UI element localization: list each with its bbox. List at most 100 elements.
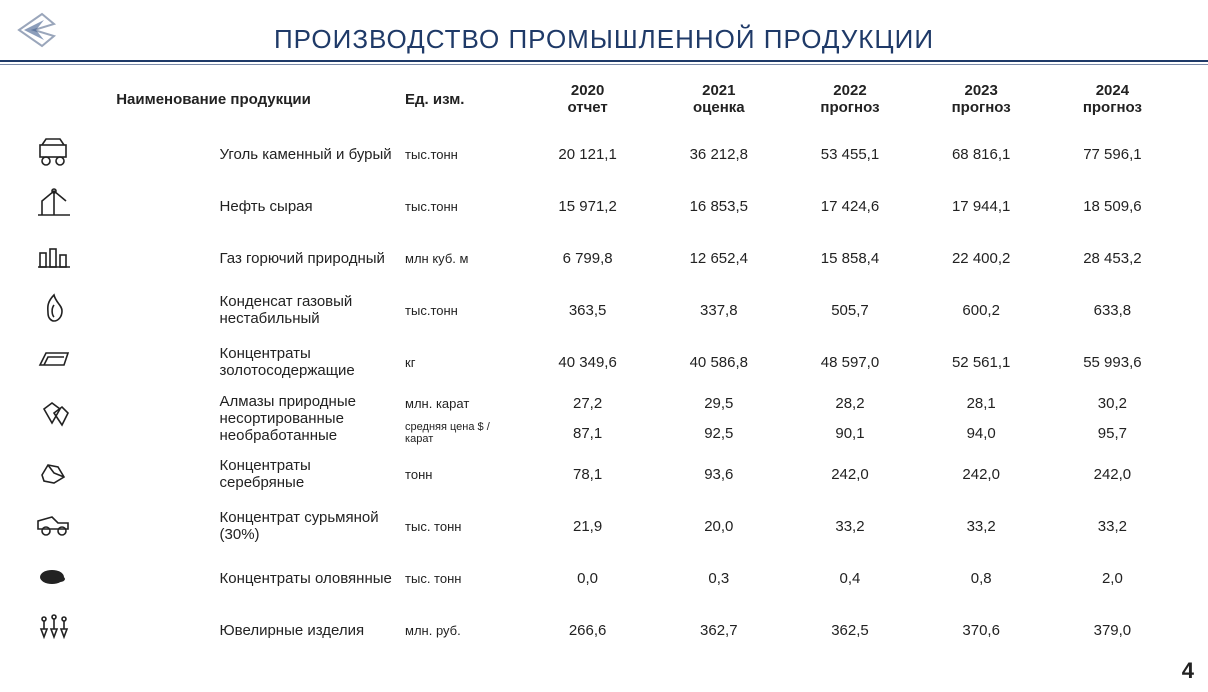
value-cell: 29,5 <box>653 388 784 418</box>
value-cell: 12 652,4 <box>653 232 784 284</box>
table-row: Концентраты серебряныетонн78,193,6242,02… <box>28 448 1178 500</box>
value-cell: 33,2 <box>1047 500 1178 552</box>
value-cell: 20,0 <box>653 500 784 552</box>
logo <box>14 8 70 52</box>
value-cell: 33,2 <box>784 500 915 552</box>
value-cell: 28,1 <box>916 388 1047 418</box>
unit: тыс. тонн <box>399 500 522 552</box>
value-cell: 18 509,6 <box>1047 180 1178 232</box>
value-cell: 2,0 <box>1047 552 1178 604</box>
header-2021: 2021оценка <box>653 78 784 128</box>
unit: тыс.тонн <box>399 128 522 180</box>
row-icon-cell <box>28 180 214 232</box>
value-cell: 33,2 <box>916 500 1047 552</box>
row-icon-cell <box>28 552 214 604</box>
header-name: Наименование продукции <box>28 78 399 128</box>
value-cell: 16 853,5 <box>653 180 784 232</box>
value-cell: 48 597,0 <box>784 336 915 388</box>
table-row: Концентраты золотосодержащиекг40 349,640… <box>28 336 1178 388</box>
value-cell: 17 424,6 <box>784 180 915 232</box>
product-name: Концентраты золотосодержащие <box>214 336 400 388</box>
value-cell: 363,5 <box>522 284 653 336</box>
value-cell: 266,6 <box>522 604 653 656</box>
row-icon-cell <box>28 128 214 180</box>
title-rule-top <box>0 60 1208 62</box>
unit: млн. карат <box>399 388 522 418</box>
row-icon-cell <box>28 232 214 284</box>
value-cell: 0,4 <box>784 552 915 604</box>
value-cell: 379,0 <box>1047 604 1178 656</box>
row-icon-cell <box>28 284 214 336</box>
unit: млн. руб. <box>399 604 522 656</box>
gas-plant-icon <box>34 260 74 277</box>
value-cell: 362,5 <box>784 604 915 656</box>
unit: кг <box>399 336 522 388</box>
value-cell: 90,1 <box>784 418 915 448</box>
value-cell: 6 799,8 <box>522 232 653 284</box>
value-cell: 0,3 <box>653 552 784 604</box>
product-name: Нефть сырая <box>214 180 400 232</box>
diamonds-icon <box>34 420 74 437</box>
value-cell: 242,0 <box>916 448 1047 500</box>
value-cell: 92,5 <box>653 418 784 448</box>
table-row: Нефть сыраятыс.тонн15 971,216 853,517 42… <box>28 180 1178 232</box>
table-row: Конденсат газовый нестабильныйтыс.тонн36… <box>28 284 1178 336</box>
header-unit: Ед. изм. <box>399 78 522 128</box>
row-icon-cell <box>28 388 214 448</box>
table-row: Газ горючий природныймлн куб. м6 799,812… <box>28 232 1178 284</box>
product-name: Уголь каменный и бурый <box>214 128 400 180</box>
product-name: Концентраты серебряные <box>214 448 400 500</box>
product-name: Концентрат сурьмяной (30%) <box>214 500 400 552</box>
table-row: Алмазы природные несортированные необраб… <box>28 388 1178 418</box>
value-cell: 52 561,1 <box>916 336 1047 388</box>
value-cell: 95,7 <box>1047 418 1178 448</box>
value-cell: 28 453,2 <box>1047 232 1178 284</box>
title-rule-bottom <box>0 64 1208 65</box>
value-cell: 30,2 <box>1047 388 1178 418</box>
value-cell: 87,1 <box>522 418 653 448</box>
header-2020: 2020отчет <box>522 78 653 128</box>
value-cell: 40 586,8 <box>653 336 784 388</box>
value-cell: 78,1 <box>522 448 653 500</box>
value-cell: 27,2 <box>522 388 653 418</box>
product-name: Газ горючий природный <box>214 232 400 284</box>
value-cell: 370,6 <box>916 604 1047 656</box>
row-icon-cell <box>28 500 214 552</box>
row-icon-cell <box>28 448 214 500</box>
value-cell: 21,9 <box>522 500 653 552</box>
table-row: Концентрат сурьмяной (30%)тыс. тонн21,92… <box>28 500 1178 552</box>
unit: тыс. тонн <box>399 552 522 604</box>
value-cell: 55 993,6 <box>1047 336 1178 388</box>
product-name: Ювелирные изделия <box>214 604 400 656</box>
production-table: Наименование продукции Ед. изм. 2020отче… <box>28 78 1178 656</box>
value-cell: 242,0 <box>1047 448 1178 500</box>
table-header-row: Наименование продукции Ед. изм. 2020отче… <box>28 78 1178 128</box>
value-cell: 600,2 <box>916 284 1047 336</box>
table-row: Концентраты оловянныетыс. тонн0,00,30,40… <box>28 552 1178 604</box>
coal-cart-icon <box>34 156 74 173</box>
page-title: ПРОИЗВОДСТВО ПРОМЫШЛЕННОЙ ПРОДУКЦИИ <box>0 0 1208 55</box>
unit: млн куб. м <box>399 232 522 284</box>
jewelry-icon <box>34 632 74 649</box>
gold-bar-icon <box>34 364 74 381</box>
product-name: Конденсат газовый нестабильный <box>214 284 400 336</box>
unit: тыс.тонн <box>399 180 522 232</box>
header-2024: 2024прогноз <box>1047 78 1178 128</box>
value-cell: 633,8 <box>1047 284 1178 336</box>
value-cell: 94,0 <box>916 418 1047 448</box>
value-cell: 28,2 <box>784 388 915 418</box>
header-2022: 2022прогноз <box>784 78 915 128</box>
value-cell: 20 121,1 <box>522 128 653 180</box>
value-cell: 40 349,6 <box>522 336 653 388</box>
value-cell: 362,7 <box>653 604 784 656</box>
row-icon-cell <box>28 604 214 656</box>
table-row: Уголь каменный и бурыйтыс.тонн20 121,136… <box>28 128 1178 180</box>
value-cell: 36 212,8 <box>653 128 784 180</box>
value-cell: 53 455,1 <box>784 128 915 180</box>
value-cell: 337,8 <box>653 284 784 336</box>
value-cell: 77 596,1 <box>1047 128 1178 180</box>
table-row: Ювелирные изделиямлн. руб.266,6362,7362,… <box>28 604 1178 656</box>
tin-ore-icon <box>34 580 74 597</box>
row-icon-cell <box>28 336 214 388</box>
value-cell: 68 816,1 <box>916 128 1047 180</box>
